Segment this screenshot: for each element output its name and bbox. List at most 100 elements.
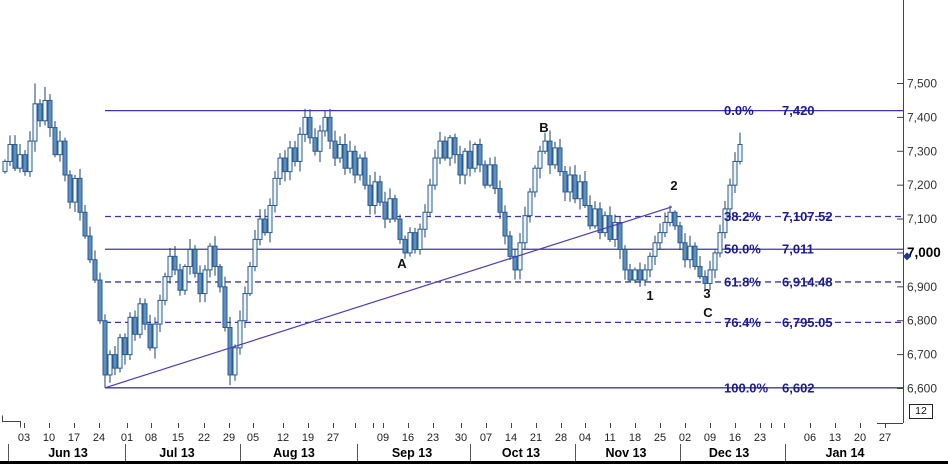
candle-body [262,218,268,234]
candle-body [132,316,138,335]
candle-body [617,221,623,251]
x-tick-label-18: 18 [629,432,641,444]
annotation-A: A [397,256,407,271]
candle-body [412,232,418,251]
candle-body [32,103,38,142]
candle-body [182,266,188,291]
candle-body [587,205,593,227]
candle-body [572,174,578,200]
candle-body [512,255,518,271]
candle-body [197,272,203,295]
y-tick-label-7,200: 7,200 [907,178,937,192]
candle-body [87,235,93,261]
x-tick-label-30: 30 [455,432,467,444]
x-tick-label-16: 16 [402,432,414,444]
annotation-C: C [703,305,713,320]
candle-body [332,140,338,159]
month-label-Oct-13: Oct 13 [502,446,540,460]
candle-body [287,147,293,173]
candle-body [202,269,208,295]
x-tick-label-11: 11 [604,432,615,444]
candle-body [307,116,313,139]
candle-body [147,323,153,349]
candle-body [687,245,693,261]
y-tick-label-7,500: 7,500 [907,77,937,91]
candle-body [677,225,683,244]
y-axis: 7,500 7,400 7,300 7,200 7,100 7,000 6,900 6,800… [2,0,941,428]
candle-body [552,147,558,166]
candle-body [72,177,78,203]
candle-body [612,221,618,240]
candle-body [67,174,73,203]
wave-annotations: A B C 1 2 3 [397,120,713,320]
candle-body [392,198,398,220]
candle-body [107,354,113,376]
candle-body [257,218,263,240]
candle-body [347,150,353,169]
candle-body [122,337,128,356]
candle-body [557,147,563,173]
candle-body [437,140,443,159]
candle-body [387,198,393,220]
y-tick-label-7,300: 7,300 [907,144,937,158]
x-tick-label-29: 29 [223,432,235,444]
fib-pct-label-0.0%: 0.0% [724,103,754,118]
candle-body [42,99,48,122]
candle-body [652,242,658,257]
candle-body [707,269,713,284]
candle-body [127,316,133,356]
candle-body [482,164,488,186]
candle-body [277,157,283,179]
candle-body [82,211,88,237]
x-tick-label-19: 19 [302,432,314,444]
x-tick-label-28: 28 [555,432,567,444]
candle-body [62,140,68,176]
candle-body [157,299,163,325]
candle-body [77,177,83,213]
candle-body [382,201,388,220]
candle-body [702,276,708,284]
fib-value-label-38.2%: 7,107.52 [782,209,833,224]
candle-body [727,184,733,210]
x-tick-label-22: 22 [198,432,210,444]
x-tick-label-25: 25 [654,432,666,444]
y-tick-label-6,900: 6,900 [907,280,937,294]
y-tick-label-7,100: 7,100 [907,212,937,226]
candle-body [92,259,98,281]
candle-body [447,137,453,159]
candle-body [312,137,318,152]
candle-body [357,157,363,176]
candle-body [97,279,103,322]
x-axis: 03 10 17 24 01 08 15 22 29 05 12 19 27 09 16 23 30 07 14 21… [8,423,891,461]
candle-body [372,181,378,207]
candle-body [152,323,158,349]
candle-body [647,255,653,271]
candle-body [172,255,178,271]
candlestick-series [2,83,743,388]
candle-body [592,208,598,227]
fib-value-label-50.0%: 7,011 [782,242,814,257]
fib-pct-label-50.0%: 50.0% [724,242,761,257]
candle-body [342,144,348,169]
candle-body [402,238,408,254]
candle-body [422,211,428,230]
candle-body [192,249,198,274]
y-tick-label-6,600: 6,600 [907,382,937,396]
candle-body [52,127,58,156]
candle-body [657,232,663,244]
x-tick-label-10: 10 [43,432,55,444]
candle-body [577,181,583,200]
y-tick-label-7,000: 7,000 [907,245,941,260]
candle-body [507,235,513,257]
candle-body [542,140,548,152]
candle-body [2,160,8,173]
candle-body [442,140,448,159]
trend-line [104,206,673,389]
x-tick-label-05: 05 [247,432,259,444]
candle-body [187,249,193,268]
candle-body [352,150,358,176]
x-tick-label-27: 27 [327,432,339,444]
x-tick-label-21: 21 [530,432,542,444]
candle-body [232,347,238,376]
